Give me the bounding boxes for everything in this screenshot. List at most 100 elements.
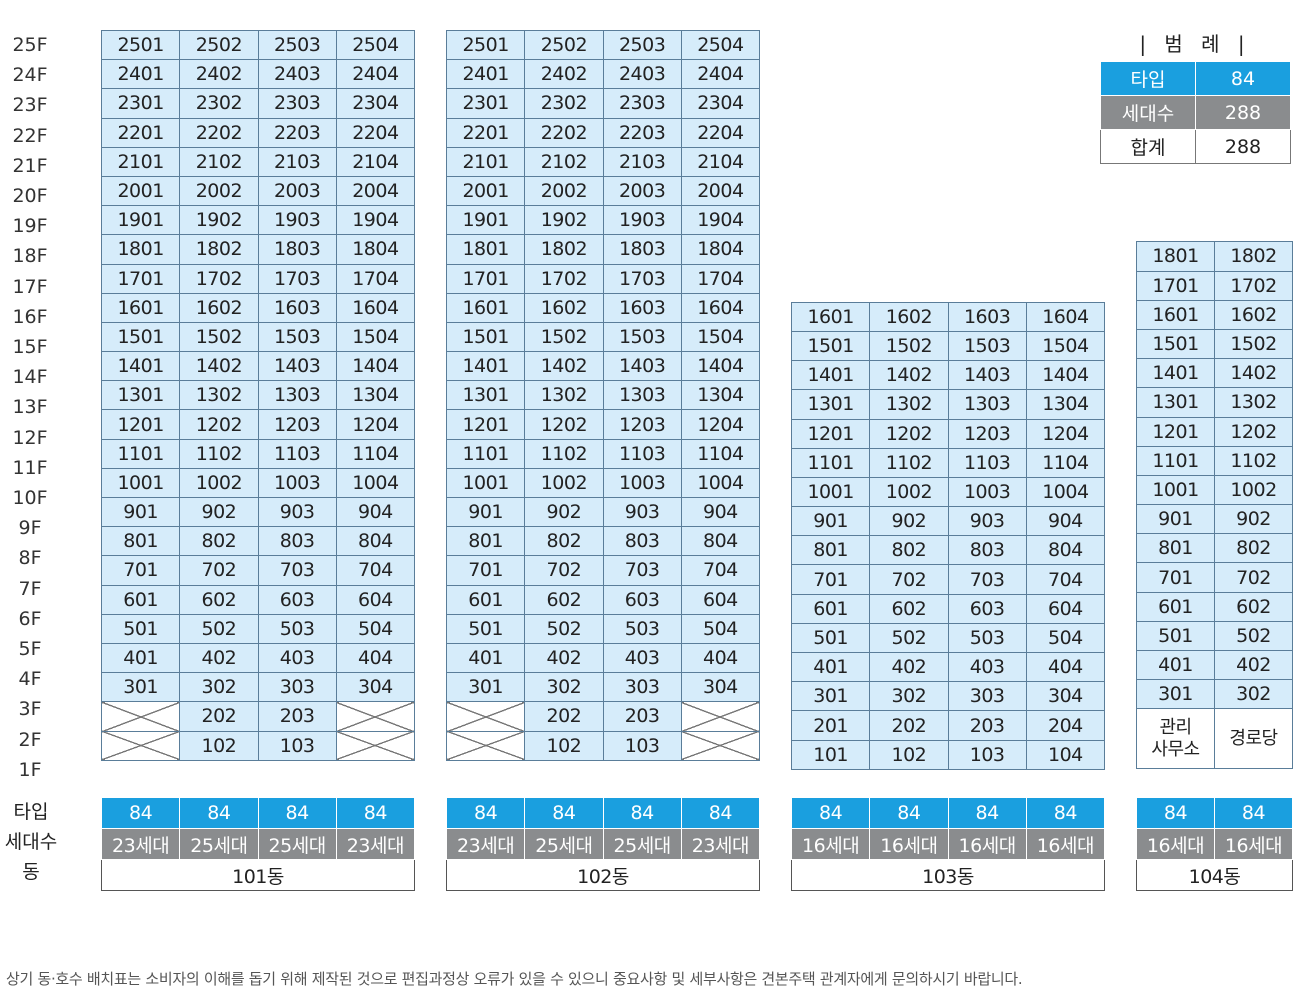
floor-label: 9F — [18, 517, 42, 540]
type-cell: 84 — [680, 797, 761, 829]
unit-cell: 202 — [524, 701, 604, 732]
unit-cell: 1502 — [179, 321, 259, 353]
floor-row: 601 602 603 604 — [100, 584, 416, 615]
unit-cell: 503 — [602, 613, 682, 644]
unit-cell: 1601 — [100, 292, 181, 323]
unit-cell: 1701 — [100, 263, 181, 294]
unit-cell: 601 — [790, 593, 871, 624]
unit-cell: 804 — [1025, 535, 1106, 566]
unit-cell: 301 — [445, 672, 526, 703]
unit-cell: 2401 — [445, 59, 526, 90]
unit-cell: 401 — [100, 642, 181, 674]
unit-cell: 2001 — [445, 175, 526, 207]
floor-row: 1901 1902 1903 1904 — [445, 205, 761, 236]
unit-cell: 502 — [1214, 620, 1293, 652]
unit-cell: 2302 — [524, 88, 604, 119]
floor-label: 20F — [12, 185, 48, 207]
unit-cell: 203 — [602, 701, 682, 732]
floor-row: 201 202 203 204 — [790, 710, 1106, 741]
floor-row: 2401 2402 2403 2404 — [100, 59, 416, 90]
unit-cell: 802 — [1214, 533, 1293, 564]
unit-cell: 902 — [179, 496, 259, 528]
unit-cell: 803 — [947, 535, 1027, 566]
floor-row: 1201 1202 1203 1204 — [100, 409, 416, 440]
unit-cell: 1204 — [1025, 418, 1106, 449]
floor-row: 1101 1102 — [1136, 445, 1293, 476]
unit-cell: 1502 — [524, 321, 604, 353]
unit-cell: 1903 — [602, 205, 682, 236]
unit-cell: 1401 — [790, 360, 871, 391]
floor-row: 2201 2202 2203 2204 — [445, 117, 761, 148]
unit-cell: 1602 — [179, 292, 259, 323]
unit-cell: 302 — [869, 681, 949, 712]
unit-cell: 1504 — [335, 321, 416, 353]
floor-row: 1601 1602 1603 1604 — [100, 292, 416, 323]
unit-cell: 2201 — [100, 117, 181, 148]
unit-cell: 804 — [335, 526, 416, 557]
floor-label: 3F — [18, 698, 42, 721]
household-count-cell: 25세대 — [257, 828, 337, 860]
unit-cell: 703 — [947, 564, 1027, 595]
household-count-cell: 16세대 — [1025, 828, 1106, 860]
unit-cell: 901 — [100, 496, 181, 528]
unit-cell: 903 — [602, 496, 682, 528]
unit-cell: 1602 — [869, 301, 949, 332]
unit-cell: 1704 — [680, 263, 761, 294]
unit-cell: 302 — [179, 672, 259, 703]
unit-cell: 304 — [335, 672, 416, 703]
unit-cell: 901 — [790, 506, 871, 537]
floor-row: 401 402 — [1136, 650, 1293, 681]
unit-cell: 1602 — [1214, 299, 1293, 330]
unit-cell: 401 — [790, 652, 871, 683]
floor-row: 401 402 403 404 — [445, 642, 761, 674]
unit-cell: 1303 — [602, 380, 682, 411]
unit-cell: 2104 — [680, 146, 761, 177]
unit-cell: 1402 — [179, 351, 259, 382]
unit-cell: 1202 — [869, 418, 949, 449]
unit-cell: 2304 — [680, 88, 761, 119]
floor-row: 701 702 703 704 — [790, 564, 1106, 595]
legend-type-label: 타입 — [1100, 61, 1196, 96]
unit-cell: 1504 — [680, 321, 761, 353]
unit-cell: 2201 — [445, 117, 526, 148]
floor-row: 1901 1902 1903 1904 — [100, 205, 416, 236]
unit-cell: 1401 — [445, 351, 526, 382]
unit-cell: 301 — [1136, 679, 1215, 710]
type-cell: 84 — [179, 797, 259, 829]
unit-cell: 2103 — [257, 146, 337, 177]
unit-cell: 103 — [602, 730, 682, 761]
unit-cell: 1803 — [602, 234, 682, 265]
unit-cell: 2501 — [100, 29, 181, 61]
unit-cell: 1404 — [335, 351, 416, 382]
unit-cell: 2004 — [680, 175, 761, 207]
household-count-cell: 25세대 — [524, 828, 604, 860]
floor-row: 1001 1002 1003 1004 — [445, 467, 761, 499]
unit-cell: 203 — [947, 710, 1027, 741]
unit-cell: 1404 — [680, 351, 761, 382]
unit-cell: 803 — [257, 526, 337, 557]
floor-row: 1401 1402 1403 1404 — [100, 351, 416, 382]
unit-cell: 702 — [524, 555, 604, 586]
unit-cell: 604 — [1025, 593, 1106, 624]
unit-cell: 1104 — [680, 438, 761, 469]
unit-cell: 704 — [680, 555, 761, 586]
empty-cell — [100, 701, 181, 732]
unit-cell: 1402 — [524, 351, 604, 382]
unit-cell: 2002 — [524, 175, 604, 207]
floor-row: 2301 2302 2303 2304 — [100, 88, 416, 119]
unit-cell: 501 — [1136, 620, 1215, 652]
unit-cell: 1303 — [947, 389, 1027, 420]
unit-cell: 2204 — [680, 117, 761, 148]
unit-cell: 1202 — [524, 409, 604, 440]
unit-cell: 902 — [869, 506, 949, 537]
unit-cell: 2402 — [179, 59, 259, 90]
unit-cell: 1203 — [257, 409, 337, 440]
unit-cell: 1004 — [680, 467, 761, 499]
floor-row: 701 702 — [1136, 562, 1293, 593]
unit-cell: 403 — [257, 642, 337, 674]
floor-row: 1401 1402 — [1136, 358, 1293, 389]
legend-table: 타입 84 세대수 288 합계 288 — [1100, 61, 1291, 164]
type-cell: 84 — [1025, 797, 1106, 829]
building-grid: 2501 2502 2503 2504 2401 2402 2403 2404 2301 2302… — [445, 29, 761, 761]
floor-row: 1501 1502 1503 1504 — [790, 330, 1106, 362]
